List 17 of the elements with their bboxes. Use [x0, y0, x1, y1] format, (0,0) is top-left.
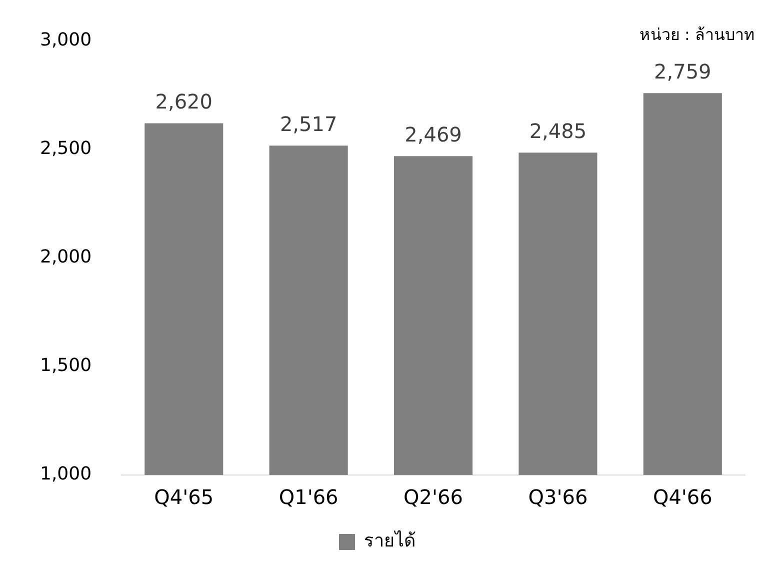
y-tick-label: 2,000	[40, 246, 92, 268]
x-tick-label: Q1'66	[278, 485, 338, 510]
legend-label: รายได้	[364, 530, 416, 552]
data-label: 2,759	[654, 59, 712, 84]
y-tick-label: 1,500	[40, 355, 92, 376]
x-tick-label: Q3'66	[528, 485, 588, 510]
data-label: 2,620	[155, 90, 213, 114]
y-tick-label: 3,000	[40, 29, 92, 50]
x-tick-label: Q4'66	[652, 485, 712, 510]
data-label: 2,517	[280, 112, 338, 136]
y-tick-label: 1,000	[40, 464, 92, 485]
data-label: 2,485	[529, 118, 587, 143]
data-label: 2,469	[404, 122, 462, 146]
annotation: หน่วย : ล้านบาท	[639, 25, 755, 44]
x-tick-label: Q2'66	[404, 485, 463, 510]
x-tick-label: Q4'65	[154, 485, 214, 510]
y-tick-label: 2,500	[40, 138, 92, 160]
